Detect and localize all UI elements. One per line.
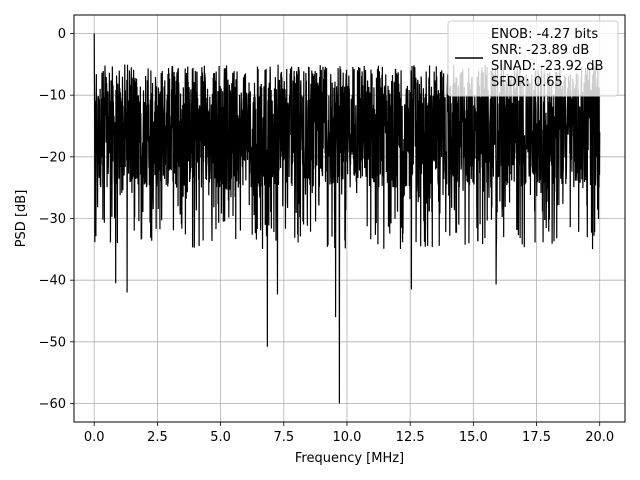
legend-enob: ENOB: -4.27 bits xyxy=(491,27,598,42)
x-tick-label: 12.5 xyxy=(396,430,425,445)
x-tick-label: 17.5 xyxy=(522,430,551,445)
y-tick-label: −40 xyxy=(39,274,66,289)
y-tick-label: −60 xyxy=(39,397,66,412)
x-tick-label: 10.0 xyxy=(332,430,361,445)
legend-sfdr: SFDR: 0.65 xyxy=(491,75,563,90)
legend: ENOB: -4.27 bits SNR: -23.89 dB SINAD: -… xyxy=(447,20,619,97)
legend-sinad: SINAD: -23.92 dB xyxy=(491,59,603,74)
y-axis-title: PSD [dB] xyxy=(14,190,29,248)
y-tick-label: 0 xyxy=(58,27,66,42)
x-axis-title: Frequency [MHz] xyxy=(295,451,404,466)
y-tick-label: −10 xyxy=(39,89,66,104)
y-tick-label: −20 xyxy=(39,150,66,165)
x-tick-label: 20.0 xyxy=(585,430,614,445)
x-tick-label: 5.0 xyxy=(210,430,231,445)
x-axis: 0.0 2.5 5.0 7.5 10.0 12.5 15.0 17.5 20.0 xyxy=(84,422,614,445)
y-tick-label: −50 xyxy=(39,335,66,350)
x-tick-label: 15.0 xyxy=(459,430,488,445)
x-tick-label: 2.5 xyxy=(147,430,168,445)
y-tick-label: −30 xyxy=(39,212,66,227)
x-tick-label: 0.0 xyxy=(84,430,105,445)
legend-box xyxy=(447,20,619,97)
y-axis: 0 −10 −20 −30 −40 −50 −60 xyxy=(39,27,74,412)
legend-snr: SNR: -23.89 dB xyxy=(491,43,589,58)
x-tick-label: 7.5 xyxy=(273,430,294,445)
